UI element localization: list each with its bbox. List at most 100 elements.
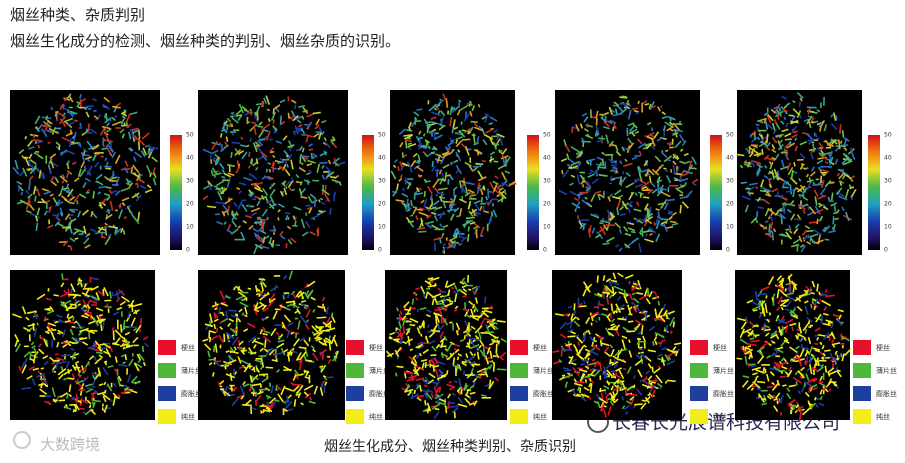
strand (28, 146, 35, 150)
strand (237, 285, 241, 291)
strand (443, 335, 448, 342)
strand (624, 241, 634, 249)
strand (103, 360, 108, 364)
strand (243, 108, 247, 112)
strand (283, 314, 292, 323)
strand (665, 351, 675, 359)
strand (755, 165, 762, 175)
strand (93, 161, 100, 168)
strand (291, 290, 296, 296)
strand (266, 401, 270, 406)
strand (306, 280, 316, 288)
strand (435, 101, 442, 108)
strand (141, 345, 145, 353)
strand (569, 330, 576, 335)
strand (446, 383, 456, 389)
strand (583, 344, 587, 348)
strand (650, 127, 654, 132)
strand (431, 345, 437, 352)
strand (398, 329, 404, 339)
strand (822, 322, 831, 327)
strand (476, 351, 480, 360)
strand (679, 204, 682, 214)
strand (552, 350, 560, 354)
strand (29, 352, 32, 361)
image (555, 90, 700, 255)
strand (580, 395, 587, 402)
strand (453, 231, 459, 238)
strand (19, 199, 29, 206)
strand (254, 111, 259, 118)
strand (428, 103, 437, 112)
strand (46, 119, 52, 125)
strand (223, 172, 232, 178)
strand (304, 323, 310, 330)
strand (809, 355, 812, 364)
strand (634, 358, 644, 366)
strand (458, 208, 463, 217)
strand (683, 182, 688, 187)
strand (464, 191, 471, 197)
strand (638, 294, 648, 301)
strand (632, 375, 636, 380)
strand (104, 404, 108, 412)
strand (623, 404, 631, 411)
strand (469, 396, 472, 401)
strand (410, 159, 417, 168)
strand (61, 341, 68, 345)
strand (838, 168, 848, 176)
strand (612, 123, 618, 130)
strand (603, 125, 610, 130)
strand (583, 128, 589, 133)
strand (593, 400, 599, 404)
strand (119, 300, 127, 306)
strand (321, 130, 325, 136)
strand (455, 151, 462, 162)
strand (251, 383, 262, 387)
strand (785, 300, 792, 308)
strand (792, 108, 801, 117)
strand (623, 243, 631, 249)
strand (784, 102, 791, 108)
strand (747, 191, 752, 197)
strand (284, 159, 288, 166)
strand (294, 220, 297, 226)
strand (816, 147, 821, 152)
strand (804, 351, 809, 357)
strand (442, 93, 447, 102)
strand (71, 161, 77, 166)
strand (816, 218, 819, 225)
strand (243, 364, 250, 373)
strand (75, 393, 78, 404)
strand (105, 348, 112, 358)
strand (458, 129, 466, 138)
strand (124, 343, 131, 348)
strand (318, 340, 325, 346)
strand (482, 365, 491, 374)
strand (282, 293, 287, 297)
strand (751, 306, 759, 311)
strand (422, 408, 428, 413)
strand (295, 291, 301, 298)
strand (447, 201, 455, 205)
strand (493, 129, 498, 133)
strand (213, 318, 219, 323)
colorbar-tick: 50 (884, 132, 892, 139)
strand (622, 348, 628, 352)
strand (766, 113, 774, 122)
strand (94, 343, 98, 348)
strand (798, 405, 803, 413)
strand (828, 156, 834, 165)
strand (609, 400, 615, 407)
strand (434, 368, 439, 377)
strand (94, 114, 102, 122)
strand (25, 316, 30, 321)
strand (820, 363, 825, 368)
strand (251, 121, 257, 125)
strand (117, 375, 122, 382)
strand (416, 308, 420, 313)
strand (231, 141, 241, 145)
legend-swatch (690, 340, 708, 355)
strand (95, 180, 104, 186)
strand (90, 285, 99, 291)
